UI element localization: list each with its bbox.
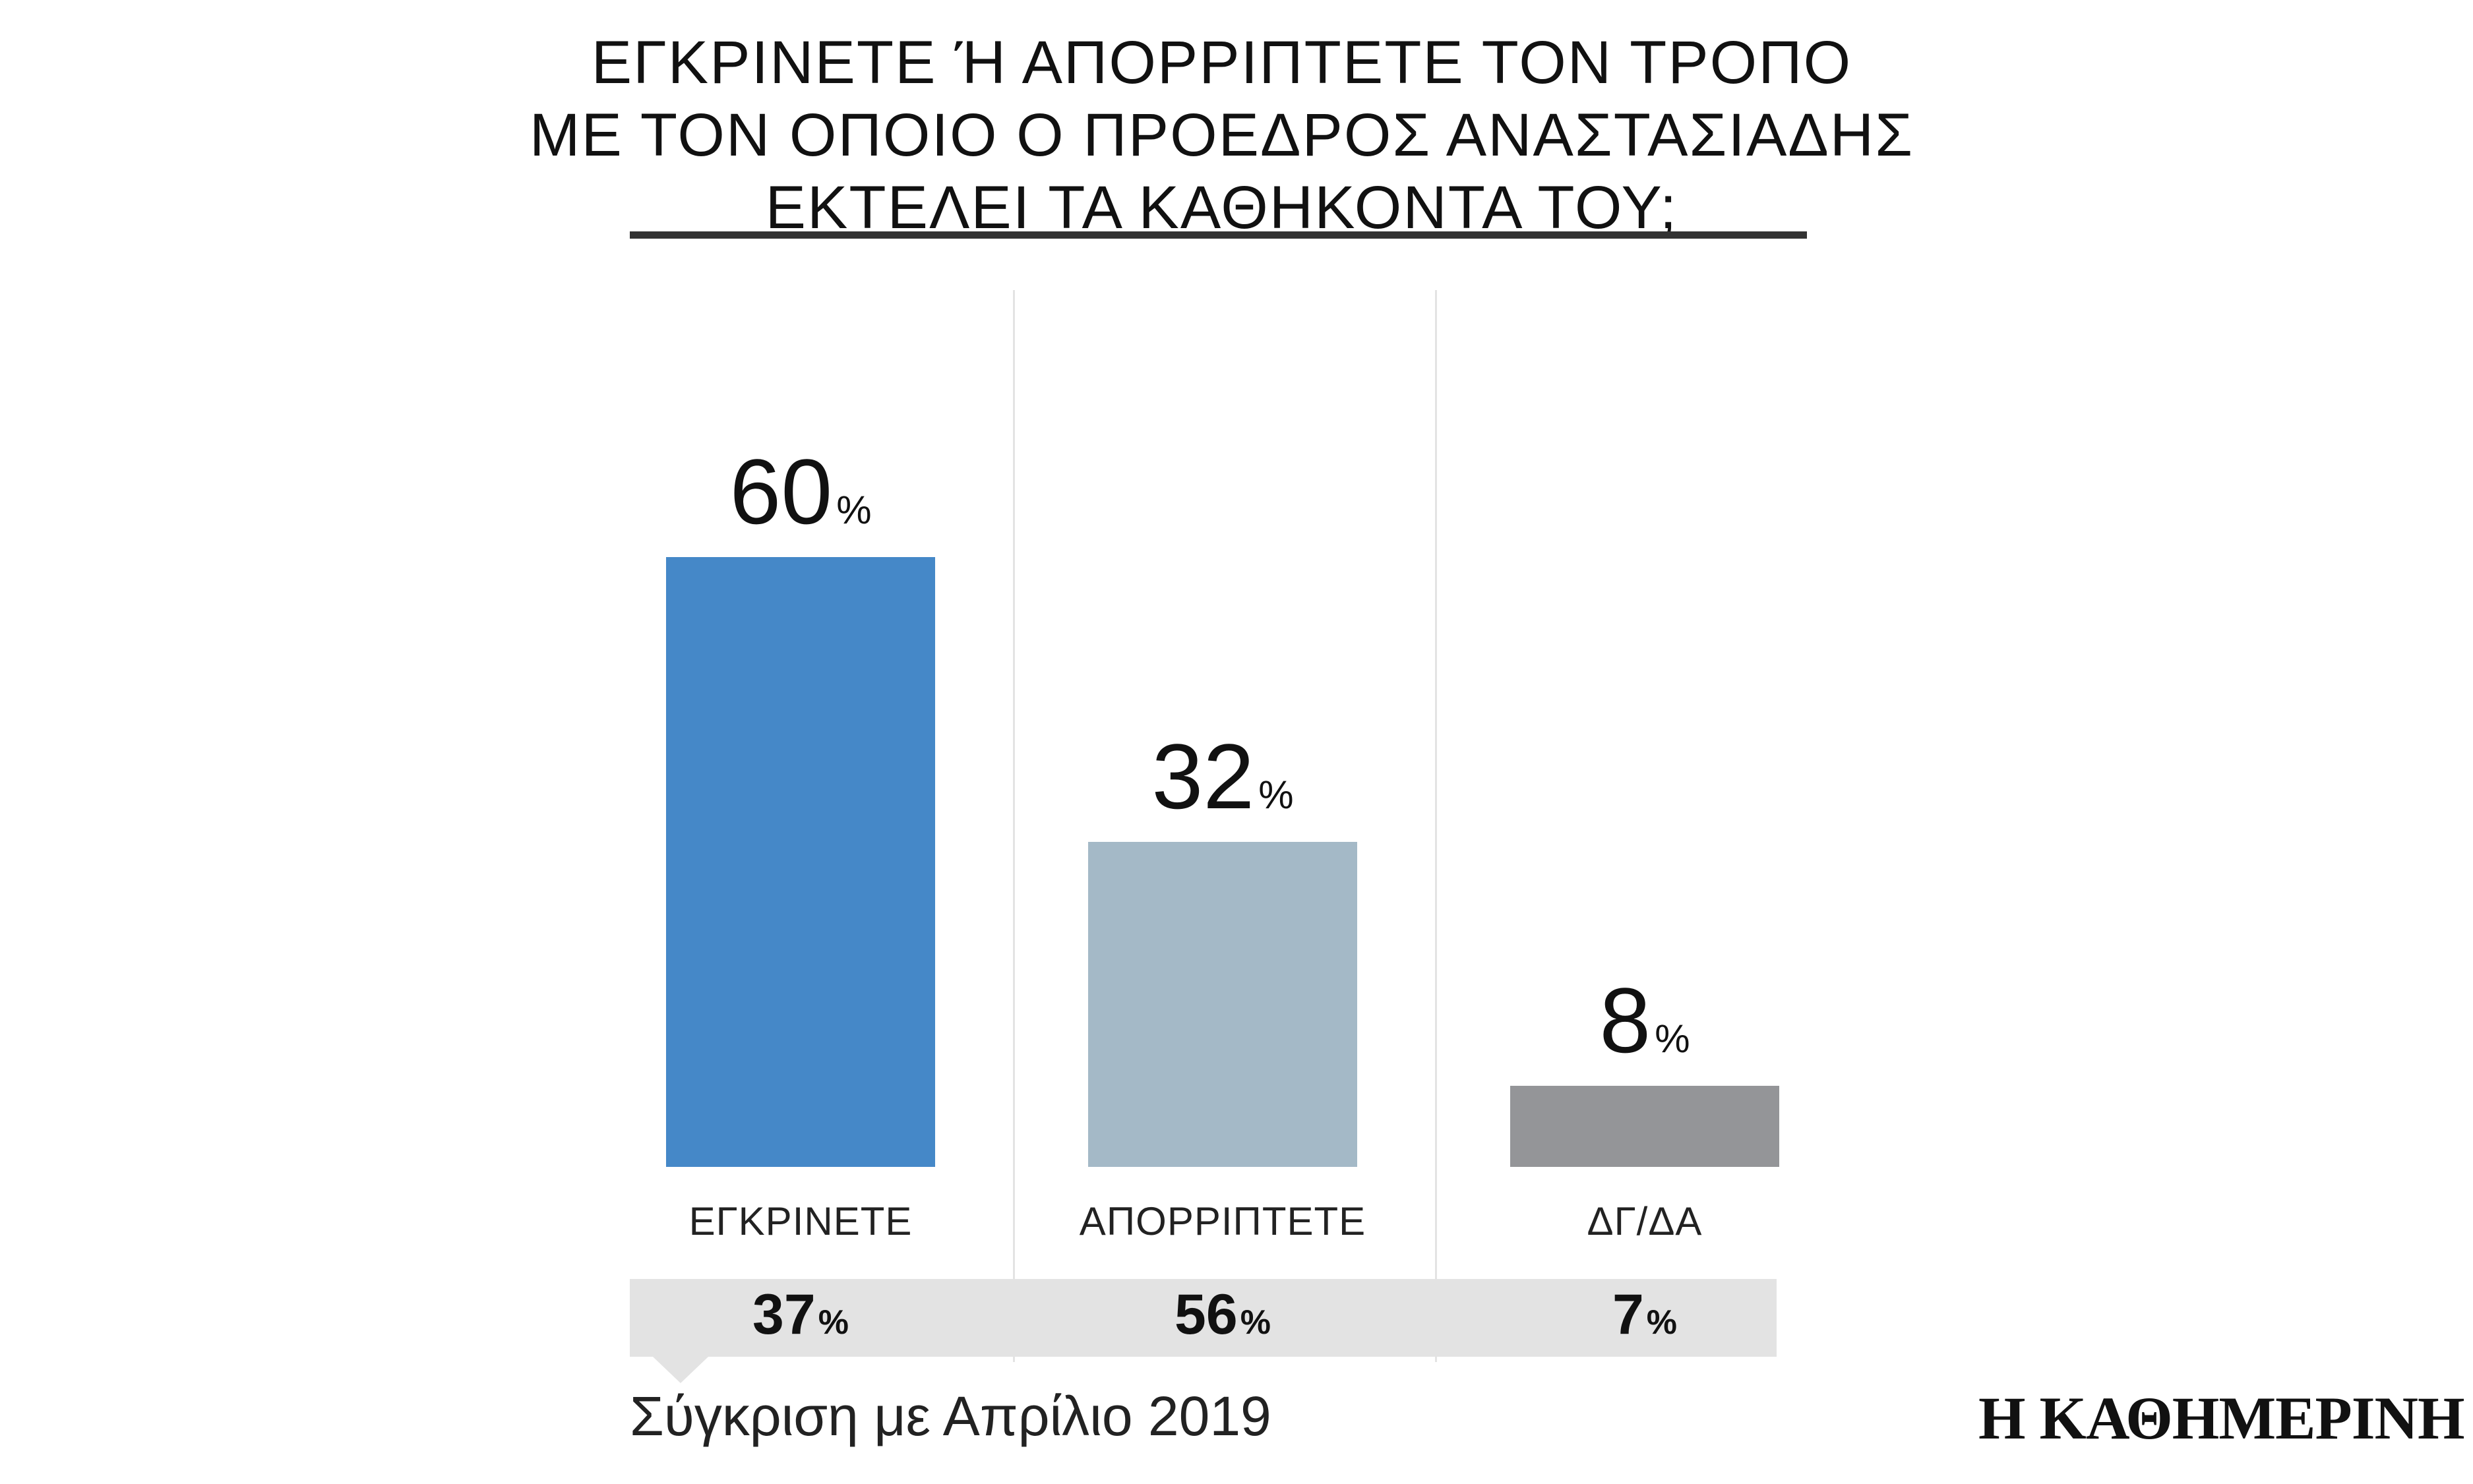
comparison-value-2: 56%	[1175, 1283, 1271, 1346]
bar-value-label-3: 8%	[1599, 968, 1690, 1072]
bar-value-label-2: 32%	[1151, 724, 1294, 828]
column-divider-2	[1435, 290, 1437, 1362]
bar-3	[1510, 1085, 1779, 1167]
chart-title: ΕΓΚΡΙΝΕΤΕ Ή ΑΠΟΡΡΙΠΤΕΤΕ ΤΟΝ ΤΡΟΠΟ ΜΕ ΤΟΝ…	[0, 26, 2443, 244]
comparison-caption: Σύγκριση με Απρίλιο 2019	[630, 1385, 1271, 1447]
comparison-value-1: 37%	[752, 1283, 849, 1346]
title-line-3: ΕΚΤΕΛΕΙ ΤΑ ΚΑΘΗΚΟΝΤΑ ΤΟΥ;	[765, 174, 1678, 241]
category-label-1: ΕΓΚΡΙΝΕΤΕ	[688, 1199, 913, 1243]
title-line-2: ΜΕ ΤΟΝ ΟΠΟΙΟ Ο ΠΡΟΕΔΡΟΣ ΑΝΑΣΤΑΣΙΑΔΗΣ	[529, 102, 1914, 169]
category-label-3: ΔΓ/ΔΑ	[1587, 1199, 1703, 1243]
comparison-pointer	[653, 1357, 708, 1383]
comparison-band	[630, 1279, 1777, 1357]
bar-value-label-1: 60%	[729, 440, 872, 543]
title-line-1: ΕΓΚΡΙΝΕΤΕ Ή ΑΠΟΡΡΙΠΤΕΤΕ ΤΟΝ ΤΡΟΠΟ	[591, 29, 1852, 96]
category-label-2: ΑΠΟΡΡΙΠΤΕΤΕ	[1079, 1199, 1366, 1243]
brand-logo: Η ΚΑΘΗΜΕΡΙΝΗ	[1978, 1384, 2465, 1452]
column-divider-1	[1013, 290, 1015, 1362]
comparison-value-3: 7%	[1612, 1283, 1678, 1346]
bar-2	[1088, 841, 1357, 1167]
title-underline	[630, 231, 1807, 239]
bar-1	[666, 557, 935, 1167]
